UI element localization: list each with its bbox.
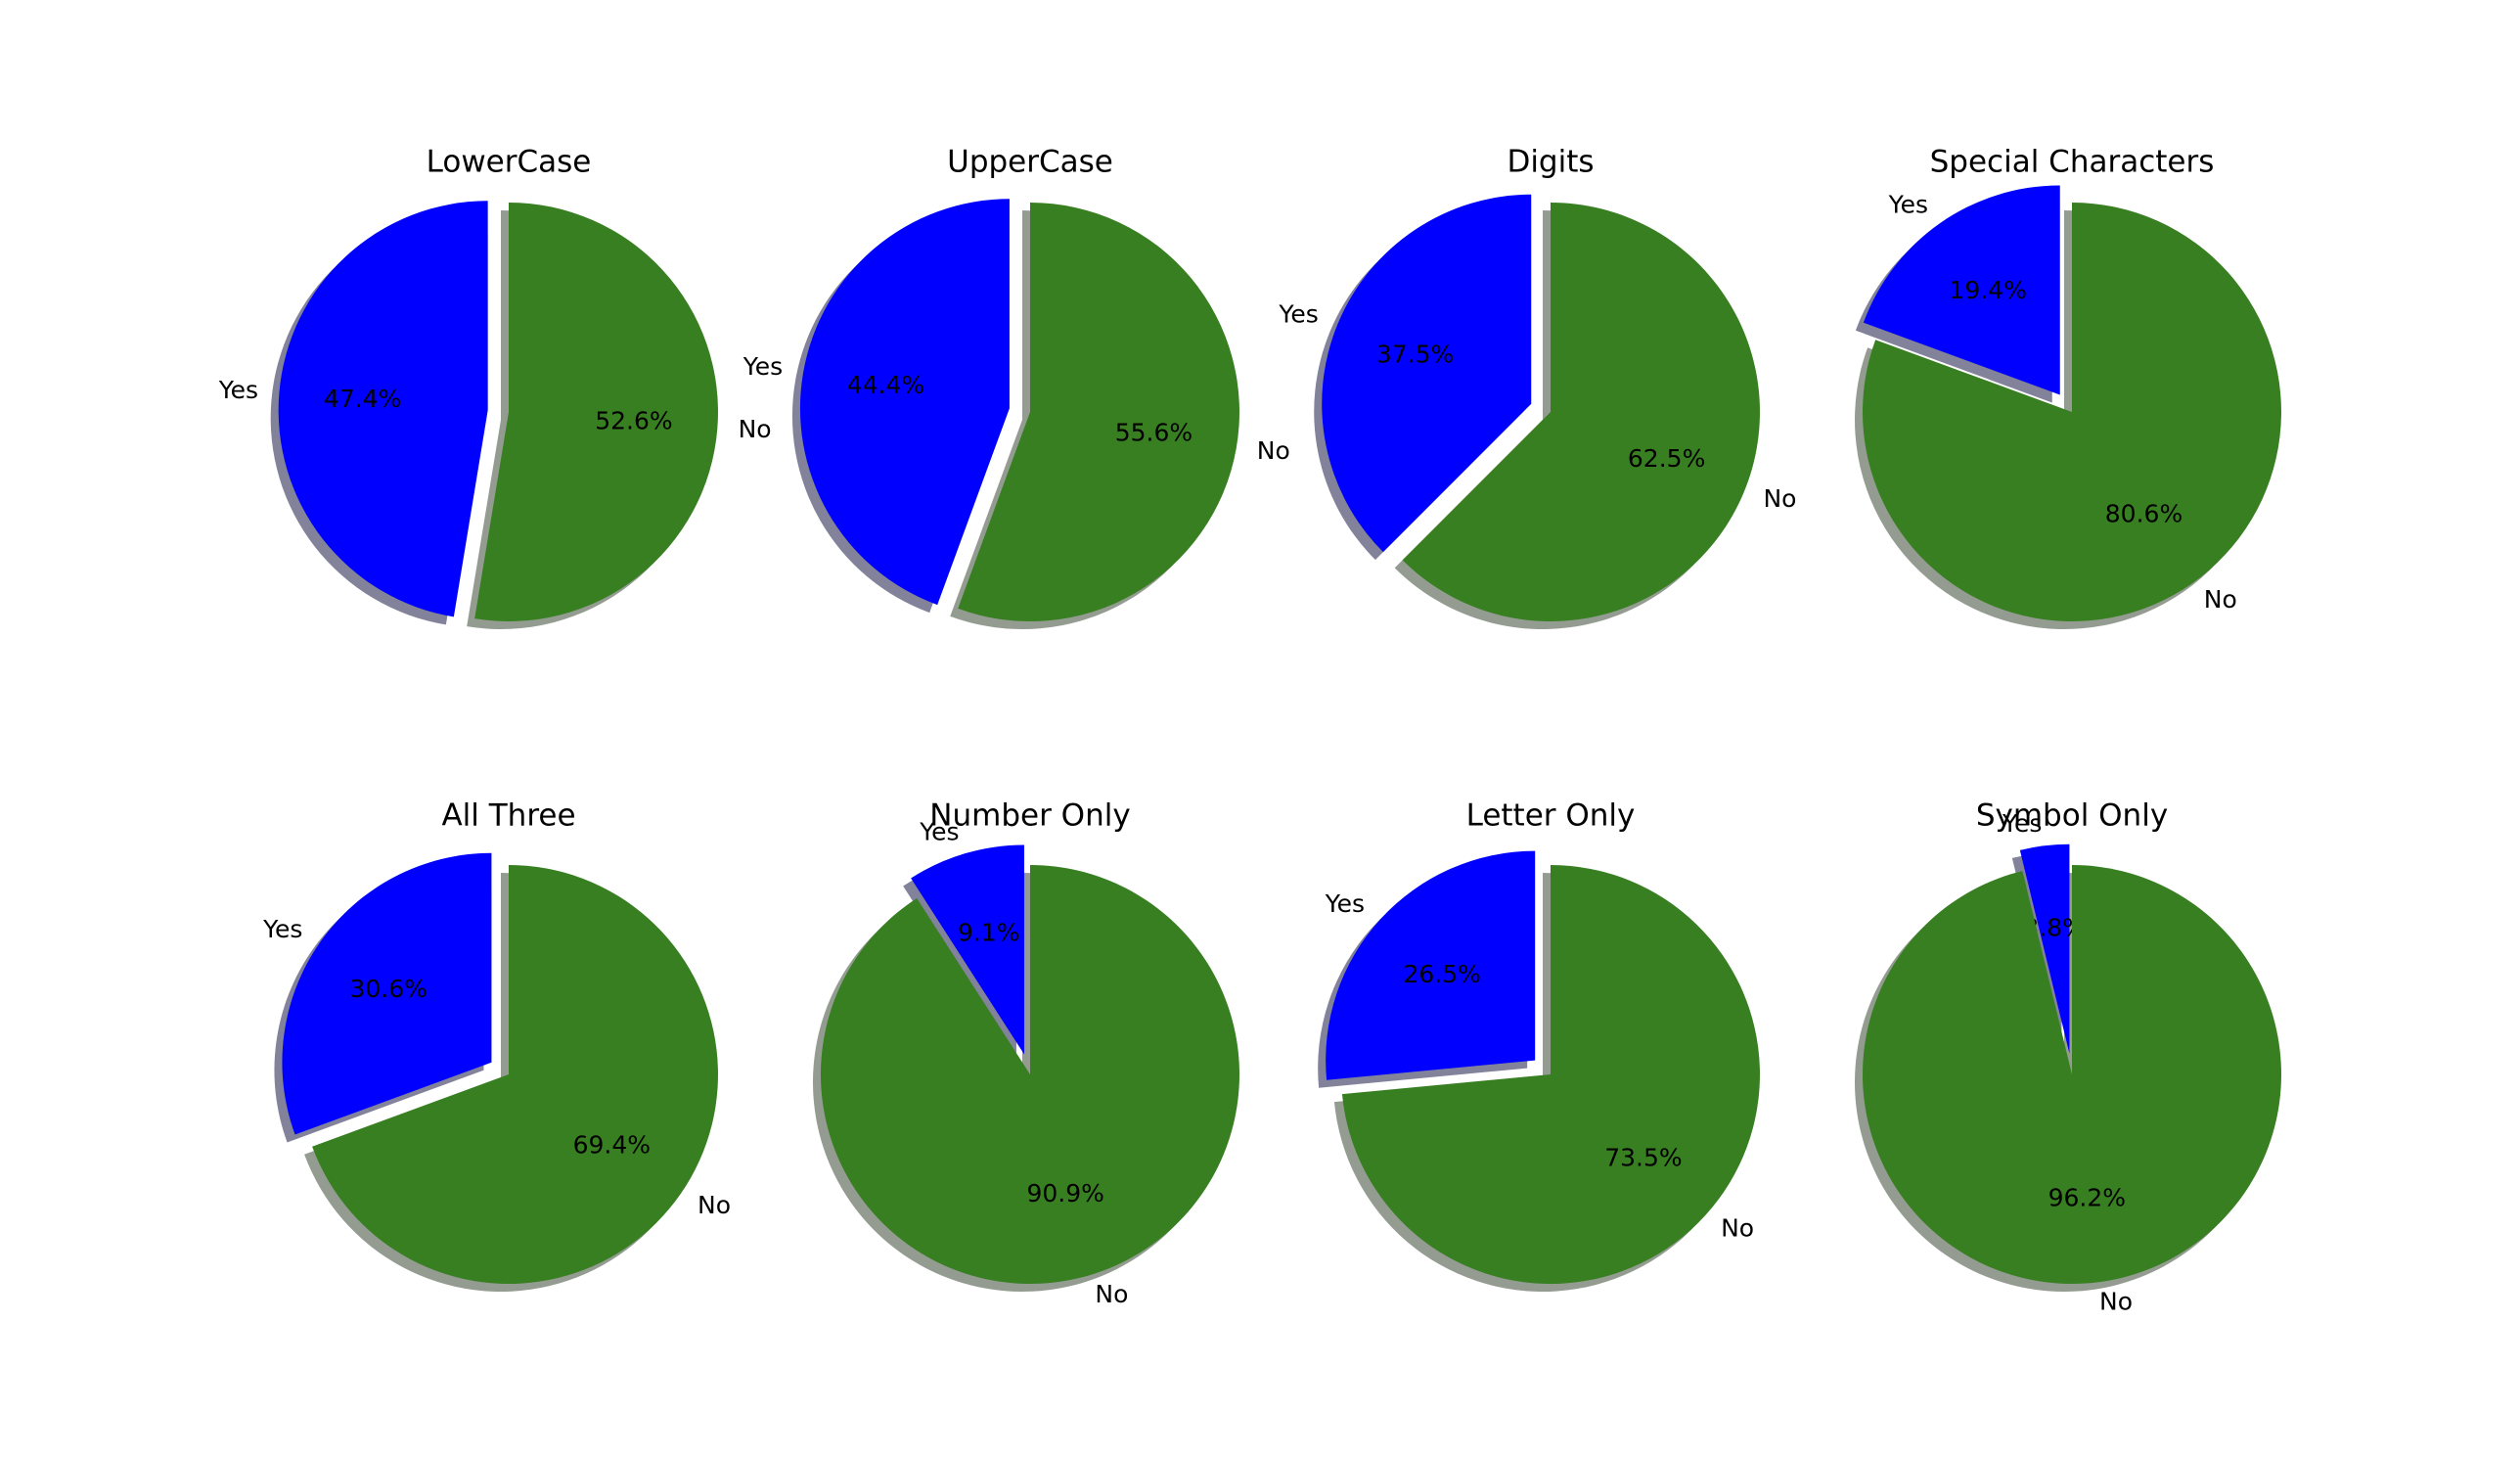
percent-label: 30.6% (349, 975, 427, 1003)
chart-title: Digits (1507, 145, 1594, 180)
pie-wedge (958, 203, 1239, 621)
chart-title: All Three (441, 798, 575, 834)
pie-chart: LowerCase Yes 47.4% No 52.6% (218, 145, 772, 630)
chart-title: UpperCase (947, 145, 1113, 180)
pie-wedge (1863, 185, 2060, 395)
percent-label: 52.6% (595, 406, 672, 434)
wedge-label: No (1763, 484, 1796, 513)
wedge-label: Yes (1325, 889, 1365, 918)
pie-wedge (1863, 865, 2281, 1284)
chart-title: LowerCase (427, 145, 592, 180)
pie-wedge (821, 865, 1239, 1284)
wedge-label: No (698, 1191, 731, 1219)
wedge-label: Yes (1888, 190, 1928, 218)
pie-wedge (1402, 203, 1760, 621)
pie-chart: Digits Yes 37.5% No 62.5% (1278, 145, 1796, 630)
pie-wedge (1322, 194, 1532, 553)
chart-title: Special Characters (1930, 145, 2215, 180)
wedge-label: Yes (742, 352, 783, 381)
chart-title: Letter Only (1466, 798, 1636, 834)
percent-label: 47.4% (324, 385, 401, 413)
wedge-label: No (739, 415, 772, 443)
pie-wedge (1863, 203, 2281, 621)
percent-label: 26.5% (1403, 960, 1480, 988)
wedge-label: Yes (1278, 300, 1318, 329)
percent-label: 44.4% (847, 371, 924, 399)
pie-wedge (282, 852, 492, 1135)
percent-label: 96.2% (2048, 1183, 2126, 1211)
wedge-label: No (2204, 585, 2237, 614)
wedge-label: No (1721, 1213, 1754, 1242)
pie-chart: All Three Yes 30.6% No 69.4% (262, 798, 731, 1293)
pie-wedge (312, 865, 719, 1284)
percent-label: 37.5% (1376, 341, 1454, 369)
pie-chart: UpperCase Yes 44.4% No 55.6% (742, 145, 1290, 630)
wedge-label: Yes (919, 818, 959, 846)
wedge-label: Yes (2002, 809, 2042, 838)
percent-label: 80.6% (2105, 499, 2182, 527)
wedge-label: Yes (262, 915, 302, 943)
pie-wedge (278, 201, 488, 617)
wedge-label: No (1257, 436, 1290, 465)
pie-wedge (1326, 850, 1536, 1080)
percent-label: 90.9% (1026, 1179, 1103, 1207)
wedge-label: Yes (218, 376, 258, 404)
pie-wedge (474, 203, 718, 622)
pie-wedge (911, 844, 1024, 1055)
pie-chart: Letter Only Yes 26.5% No 73.5% (1318, 798, 1760, 1293)
percent-label: 55.6% (1115, 418, 1192, 446)
wedge-label: No (2099, 1288, 2133, 1316)
percent-label: 19.4% (1950, 276, 2027, 304)
percent-label: 9.1% (958, 918, 1020, 946)
chart-title: Symbol Only (1976, 798, 2168, 834)
wedge-label: No (1095, 1280, 1128, 1308)
percent-label: 73.5% (1604, 1143, 1682, 1171)
pie-wedge (1341, 865, 1760, 1284)
pie-wedge (2019, 843, 2070, 1054)
percent-label: 69.4% (573, 1131, 651, 1160)
pie-wedge (799, 199, 1010, 606)
chart-title: Number Only (929, 798, 1130, 834)
percent-label: 62.5% (1628, 444, 1705, 473)
